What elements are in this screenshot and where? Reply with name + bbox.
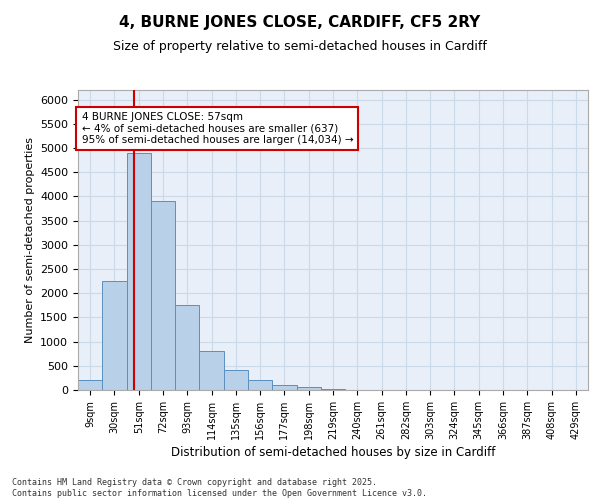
Bar	[78, 380, 102, 390]
Y-axis label: Number of semi-detached properties: Number of semi-detached properties	[25, 137, 35, 343]
Bar	[151, 202, 175, 390]
Text: 4 BURNE JONES CLOSE: 57sqm
← 4% of semi-detached houses are smaller (637)
95% of: 4 BURNE JONES CLOSE: 57sqm ← 4% of semi-…	[82, 112, 353, 145]
Bar	[321, 388, 345, 390]
Text: 4, BURNE JONES CLOSE, CARDIFF, CF5 2RY: 4, BURNE JONES CLOSE, CARDIFF, CF5 2RY	[119, 15, 481, 30]
Bar	[296, 388, 321, 390]
Text: Contains HM Land Registry data © Crown copyright and database right 2025.
Contai: Contains HM Land Registry data © Crown c…	[12, 478, 427, 498]
Bar	[127, 153, 151, 390]
Bar	[102, 281, 127, 390]
Bar	[272, 385, 296, 390]
X-axis label: Distribution of semi-detached houses by size in Cardiff: Distribution of semi-detached houses by …	[171, 446, 495, 459]
Bar	[224, 370, 248, 390]
Bar	[199, 352, 224, 390]
Bar	[248, 380, 272, 390]
Text: Size of property relative to semi-detached houses in Cardiff: Size of property relative to semi-detach…	[113, 40, 487, 53]
Bar	[175, 306, 199, 390]
